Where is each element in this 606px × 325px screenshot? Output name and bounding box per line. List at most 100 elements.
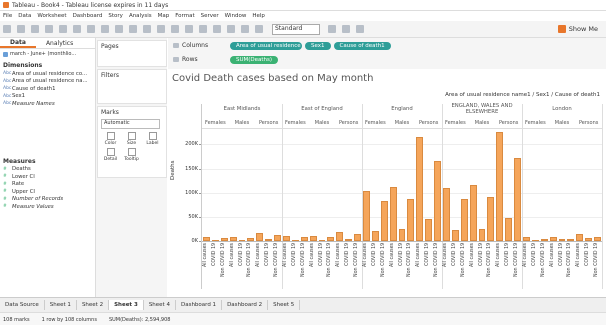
tool-icon[interactable]	[3, 25, 11, 33]
column-pill[interactable]: Sex1	[305, 41, 331, 50]
bar[interactable]	[407, 199, 415, 241]
tool-icon[interactable]	[59, 25, 67, 33]
field[interactable]: Abc Area of usual residence na...	[3, 78, 95, 86]
row-pill[interactable]: SUM(Deaths)	[230, 55, 279, 64]
bar[interactable]	[594, 236, 601, 241]
bar[interactable]	[549, 237, 557, 241]
field[interactable]: # Deaths	[3, 166, 95, 174]
tool-icon[interactable]	[356, 25, 364, 33]
field[interactable]: Abc Area of usual residence co...	[3, 70, 95, 78]
sheet-tab[interactable]: Sheet 4	[144, 300, 176, 310]
bar[interactable]	[576, 233, 584, 241]
bar[interactable]	[523, 237, 530, 241]
bar[interactable]	[283, 236, 290, 241]
bar[interactable]	[398, 229, 406, 241]
menu-item[interactable]: File	[3, 12, 13, 19]
bar[interactable]	[256, 233, 264, 241]
bar[interactable]	[514, 157, 521, 241]
bar[interactable]	[336, 231, 344, 241]
bar[interactable]	[345, 238, 353, 241]
bar[interactable]	[434, 161, 441, 241]
bar[interactable]	[496, 131, 504, 241]
tool-icon[interactable]	[101, 25, 109, 33]
bar[interactable]	[203, 237, 210, 241]
bar[interactable]	[567, 238, 575, 241]
menu-item[interactable]: Format	[175, 12, 195, 19]
bar[interactable]	[416, 137, 424, 241]
mark-type-dropdown[interactable]: Automatic	[101, 119, 160, 129]
sheet-tab[interactable]: Dashboard 2	[222, 300, 269, 310]
bar[interactable]	[265, 239, 273, 242]
bar[interactable]	[354, 233, 361, 241]
menu-item[interactable]: Map	[157, 12, 170, 19]
bar[interactable]	[505, 218, 513, 241]
tool-icon[interactable]	[45, 25, 53, 33]
bar[interactable]	[229, 236, 237, 241]
bar[interactable]	[558, 239, 566, 242]
bar[interactable]	[380, 200, 388, 241]
bar[interactable]	[300, 237, 308, 241]
menu-item[interactable]: Server	[200, 12, 219, 19]
tool-icon[interactable]	[255, 25, 263, 33]
tool-icon[interactable]	[185, 25, 193, 33]
tool-icon[interactable]	[342, 25, 350, 33]
tool-icon[interactable]	[115, 25, 123, 33]
tool-icon[interactable]	[31, 25, 39, 33]
mark-button[interactable]: Detail	[100, 148, 121, 164]
sheet-tab[interactable]: Data Source	[0, 300, 45, 310]
menu-item[interactable]: Data	[18, 12, 32, 19]
field[interactable]: Abc Measure Names	[3, 100, 95, 108]
bar[interactable]	[327, 237, 335, 241]
field[interactable]: # Measure Values	[3, 203, 95, 211]
sheet-tab[interactable]: Sheet 2	[77, 300, 110, 310]
sheet-tab[interactable]: Dashboard 1	[176, 300, 223, 310]
menu-item[interactable]: Story	[108, 12, 123, 19]
bar[interactable]	[451, 230, 459, 241]
sheet-tab[interactable]: Sheet 1	[45, 300, 77, 310]
fit-dropdown[interactable]: Standard	[272, 23, 320, 35]
menu-item[interactable]: Analysis	[128, 12, 152, 19]
field[interactable]: # Lower CI	[3, 173, 95, 181]
tool-icon[interactable]	[199, 25, 207, 33]
pane-tab[interactable]: Data	[0, 39, 36, 48]
field[interactable]: Abc Sex1	[3, 93, 95, 101]
mark-button[interactable]: Tooltip	[121, 148, 142, 164]
column-pill[interactable]: Cause of death1	[333, 41, 391, 50]
bar[interactable]	[220, 237, 228, 241]
bar[interactable]	[585, 238, 593, 241]
tool-icon[interactable]	[213, 25, 221, 33]
tool-icon[interactable]	[87, 25, 95, 33]
tool-icon[interactable]	[328, 25, 336, 33]
data-source[interactable]: march - June+ (monthlio...	[0, 49, 95, 59]
menu-item[interactable]: Help	[252, 12, 265, 19]
bar[interactable]	[460, 198, 468, 241]
menu-item[interactable]: Window	[224, 12, 247, 19]
tool-icon[interactable]	[143, 25, 151, 33]
bar[interactable]	[389, 187, 397, 241]
bar[interactable]	[478, 228, 486, 241]
show-me-button[interactable]: Show Me	[555, 25, 598, 33]
tool-icon[interactable]	[241, 25, 249, 33]
bar[interactable]	[443, 187, 450, 241]
column-pill[interactable]: Area of usual residence ...	[230, 41, 302, 50]
bar[interactable]	[487, 197, 495, 241]
tool-icon[interactable]	[73, 25, 81, 33]
bar[interactable]	[274, 234, 281, 241]
tool-icon[interactable]	[227, 25, 235, 33]
menu-item[interactable]: Dashboard	[72, 12, 103, 19]
tool-icon[interactable]	[129, 25, 137, 33]
bar[interactable]	[247, 237, 255, 241]
bar[interactable]	[309, 236, 317, 241]
bar[interactable]	[363, 190, 370, 241]
tool-icon[interactable]	[17, 25, 25, 33]
field[interactable]: # Number of Records	[3, 196, 95, 204]
bar[interactable]	[540, 238, 548, 241]
bar[interactable]	[469, 185, 477, 241]
mark-button[interactable]: Color	[100, 132, 121, 148]
tool-icon[interactable]	[171, 25, 179, 33]
tool-icon[interactable]	[157, 25, 165, 33]
field[interactable]: # Upper CI	[3, 188, 95, 196]
field[interactable]: Abc Cause of death1	[3, 85, 95, 93]
sheet-tab[interactable]: Sheet 5	[268, 300, 301, 310]
menu-item[interactable]: Worksheet	[37, 12, 67, 19]
